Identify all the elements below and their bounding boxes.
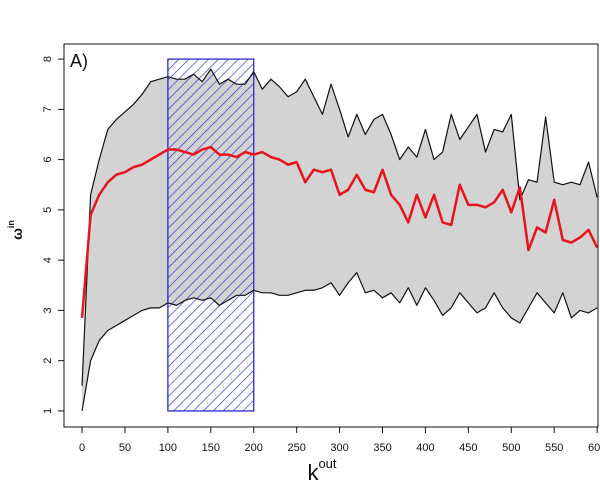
plot-area [80, 58, 598, 412]
upper-line [81, 68, 598, 386]
y-tick-label: 2 [42, 358, 54, 364]
x-label-sup: out [318, 456, 336, 471]
x-tick-label: 500 [502, 442, 520, 454]
x-tick-label: 200 [245, 442, 263, 454]
x-tick-label: 150 [202, 442, 220, 454]
mean-line [80, 145, 598, 319]
x-tick-label: 600 [588, 442, 600, 454]
band-fill [82, 69, 598, 411]
lower-line [81, 272, 598, 412]
y-tick-label: 4 [42, 257, 54, 263]
x-axis-label: kout [307, 456, 336, 484]
y-tick-label: 1 [42, 408, 54, 414]
x-label-main: k [307, 460, 319, 485]
y-tick-label: 5 [42, 207, 54, 213]
x-tick-label: 250 [287, 442, 305, 454]
y-tick-label: 7 [42, 106, 54, 112]
y-label-sup: in [6, 220, 16, 228]
y-axis-label: ωin [6, 220, 24, 240]
x-tick-label: 350 [373, 442, 391, 454]
panel-label: A) [70, 51, 88, 71]
x-tick-label: 400 [416, 442, 434, 454]
plot-frame [63, 43, 599, 428]
x-tick-label: 450 [459, 442, 477, 454]
x-tick-label: 550 [545, 442, 563, 454]
y-tick-label: 8 [42, 56, 54, 62]
x-tick-label: 50 [119, 442, 131, 454]
x-tick-label: 300 [330, 442, 348, 454]
y-tick-label: 3 [42, 307, 54, 313]
x-tick-label: 100 [159, 442, 177, 454]
y-label-main: ω [9, 228, 25, 240]
x-tick-label: 0 [79, 442, 85, 454]
highlight-region [167, 58, 255, 412]
y-tick-label: 6 [42, 157, 54, 163]
